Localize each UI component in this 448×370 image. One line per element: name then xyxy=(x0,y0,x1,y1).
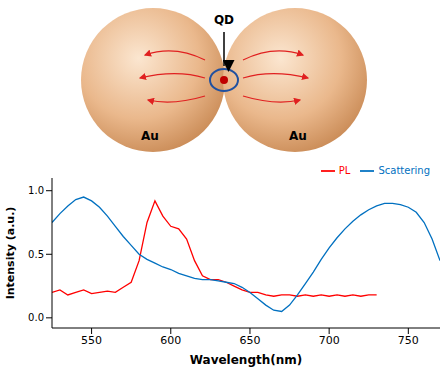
svg-text:Intensity (a.u.): Intensity (a.u.) xyxy=(4,207,17,300)
svg-text:700: 700 xyxy=(319,334,340,347)
svg-text:750: 750 xyxy=(398,334,419,347)
svg-text:650: 650 xyxy=(239,334,260,347)
svg-text:600: 600 xyxy=(160,334,181,347)
svg-text:0.5: 0.5 xyxy=(28,249,44,260)
svg-text:Au: Au xyxy=(141,129,159,143)
svg-text:1.0: 1.0 xyxy=(28,185,44,196)
svg-text:550: 550 xyxy=(81,334,102,347)
html-text:PL: PL xyxy=(338,165,351,176)
html-text:Scattering: Scattering xyxy=(378,165,430,176)
svg-text:Au: Au xyxy=(289,129,307,143)
svg-text:Wavelength(nm): Wavelength(nm) xyxy=(190,353,303,367)
svg-text:0.0: 0.0 xyxy=(28,312,44,323)
svg-text:QD: QD xyxy=(214,13,234,27)
